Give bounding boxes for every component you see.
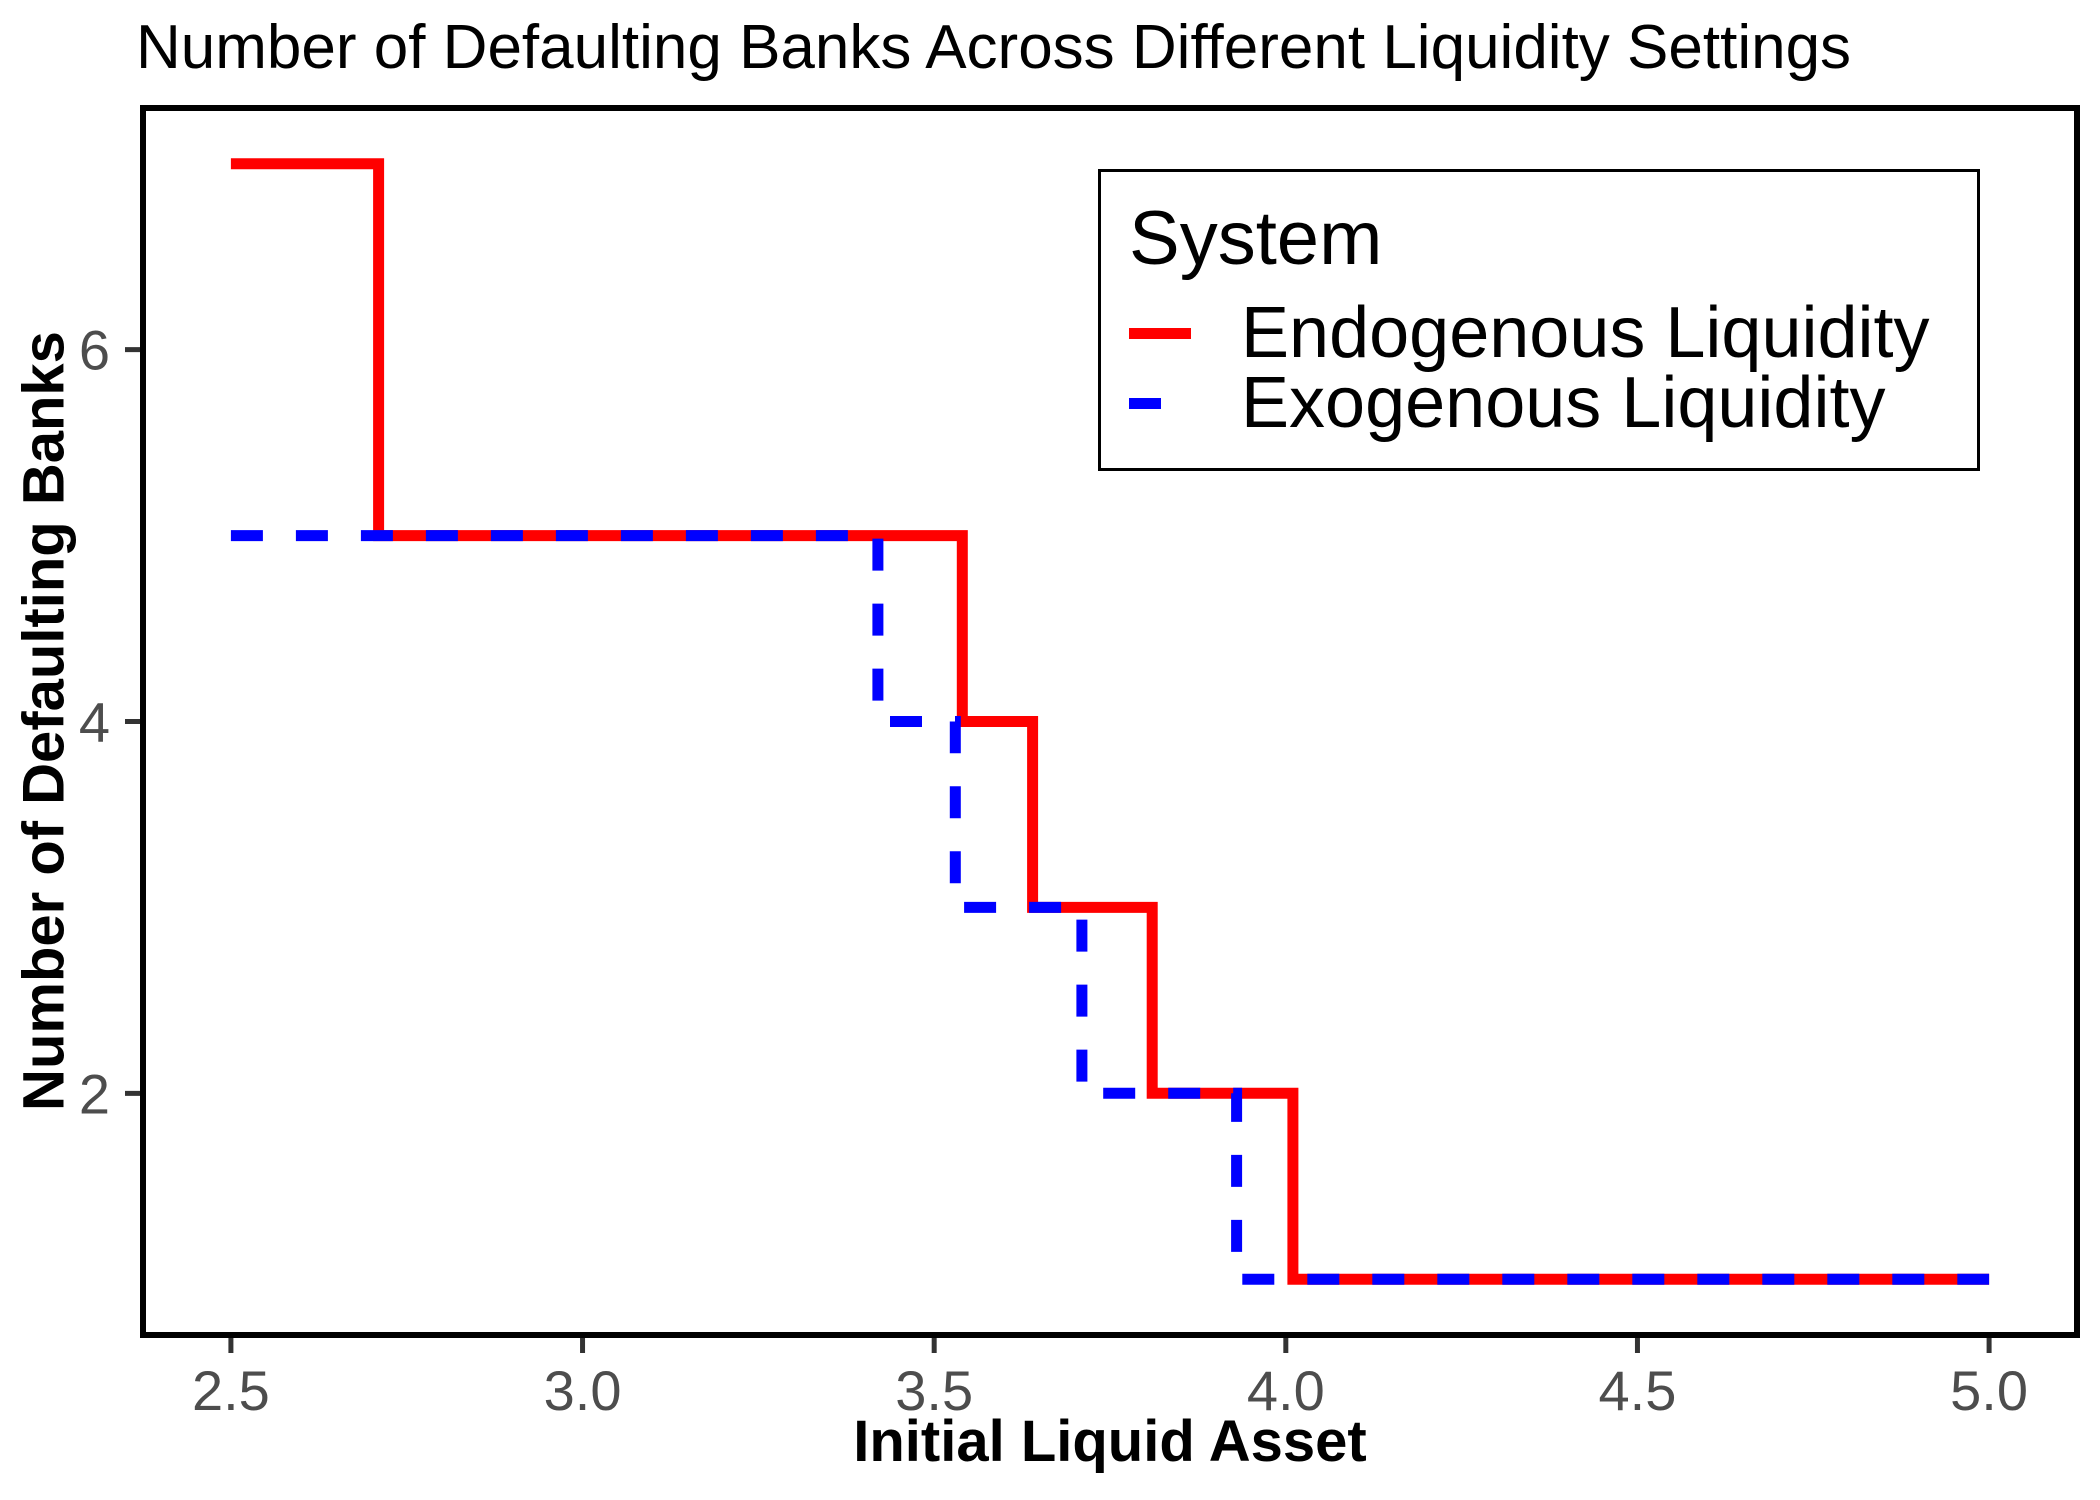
exogenous-line-key-icon bbox=[1129, 397, 1161, 409]
endogenous-line-key-icon bbox=[1129, 327, 1191, 339]
y-tick-label: 6 bbox=[79, 319, 110, 382]
legend-item-exogenous: Exogenous Liquidity bbox=[1129, 363, 1977, 443]
panel-border bbox=[140, 105, 2080, 1338]
legend-label-exogenous: Exogenous Liquidity bbox=[1241, 363, 1886, 443]
x-tick-label: 2.5 bbox=[192, 1359, 270, 1422]
chart-title: Number of Defaulting Banks Across Differ… bbox=[136, 13, 1852, 82]
x-tick-label: 5.0 bbox=[1950, 1359, 2028, 1422]
legend-key-slot bbox=[1129, 397, 1241, 409]
legend-key-slot bbox=[1129, 327, 1241, 339]
y-tick-label: 4 bbox=[79, 691, 110, 754]
legend-label-endogenous: Endogenous Liquidity bbox=[1241, 293, 1930, 373]
x-axis-title: Initial Liquid Asset bbox=[853, 1409, 1367, 1474]
y-axis-title: Number of Defaulting Banks bbox=[11, 331, 77, 1111]
series-line-endogenous bbox=[230, 158, 1990, 1285]
legend: System Endogenous Liquidity Exogenous Li… bbox=[1098, 169, 1980, 471]
x-tick-label: 4.0 bbox=[1247, 1359, 1325, 1422]
x-tick-label: 3.0 bbox=[544, 1359, 622, 1422]
legend-item-endogenous: Endogenous Liquidity bbox=[1129, 293, 1977, 373]
x-tick-label: 4.5 bbox=[1599, 1359, 1677, 1422]
series-line-exogenous bbox=[230, 530, 1990, 1285]
legend-title: System bbox=[1129, 196, 1383, 281]
y-tick-label: 2 bbox=[79, 1062, 110, 1125]
x-tick-label: 3.5 bbox=[895, 1359, 973, 1422]
